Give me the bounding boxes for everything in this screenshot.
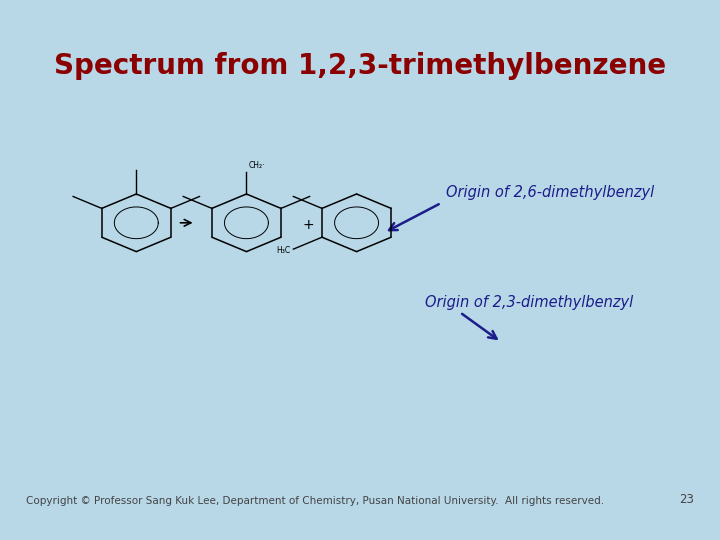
Text: CH₂·: CH₂· [248, 160, 265, 170]
Text: 23: 23 [679, 493, 694, 506]
Text: Origin of 2,6-dimethylbenzyl: Origin of 2,6-dimethylbenzyl [446, 186, 654, 200]
Text: Copyright © Professor Sang Kuk Lee, Department of Chemistry, Pusan National Univ: Copyright © Professor Sang Kuk Lee, Depa… [26, 496, 604, 506]
Text: Spectrum from 1,2,3-trimethylbenzene: Spectrum from 1,2,3-trimethylbenzene [54, 52, 666, 80]
Text: H₃C: H₃C [276, 246, 291, 255]
Text: Origin of 2,3-dimethylbenzyl: Origin of 2,3-dimethylbenzyl [426, 295, 634, 310]
Text: +: + [302, 218, 314, 232]
